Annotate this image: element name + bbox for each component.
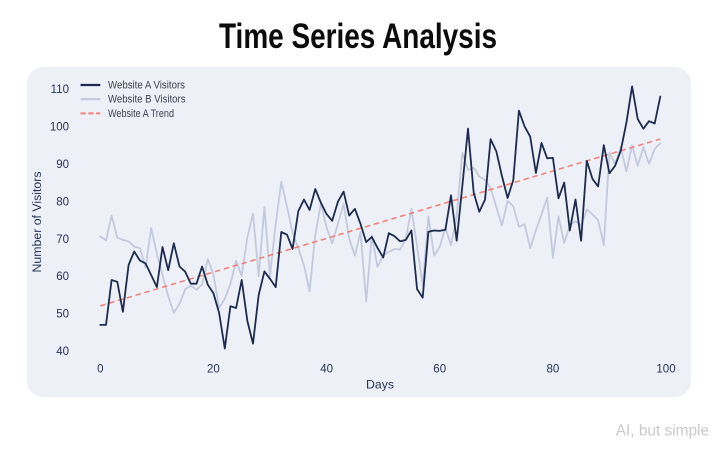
svg-text:110: 110: [51, 84, 69, 96]
svg-text:70: 70: [56, 234, 69, 246]
svg-text:100: 100: [656, 364, 675, 376]
svg-text:20: 20: [207, 364, 220, 376]
svg-text:Days: Days: [366, 378, 394, 392]
svg-text:100: 100: [50, 122, 69, 134]
svg-text:90: 90: [56, 159, 69, 171]
svg-text:80: 80: [547, 364, 560, 376]
svg-text:Number of Visitors: Number of Visitors: [30, 172, 44, 273]
svg-text:Website A Trend: Website A Trend: [108, 108, 174, 120]
svg-text:50: 50: [56, 309, 69, 321]
svg-text:0: 0: [97, 364, 103, 376]
svg-text:80: 80: [56, 196, 69, 208]
svg-text:Time Series Analysis: Time Series Analysis: [219, 16, 497, 56]
svg-text:Website A Visitors: Website A Visitors: [108, 80, 185, 92]
svg-text:Website B Visitors: Website B Visitors: [108, 94, 186, 106]
svg-text:60: 60: [433, 364, 446, 376]
svg-text:40: 40: [56, 346, 69, 358]
svg-text:AI, but simple: AI, but simple: [616, 423, 709, 440]
svg-text:60: 60: [56, 271, 69, 283]
svg-text:40: 40: [320, 364, 333, 376]
